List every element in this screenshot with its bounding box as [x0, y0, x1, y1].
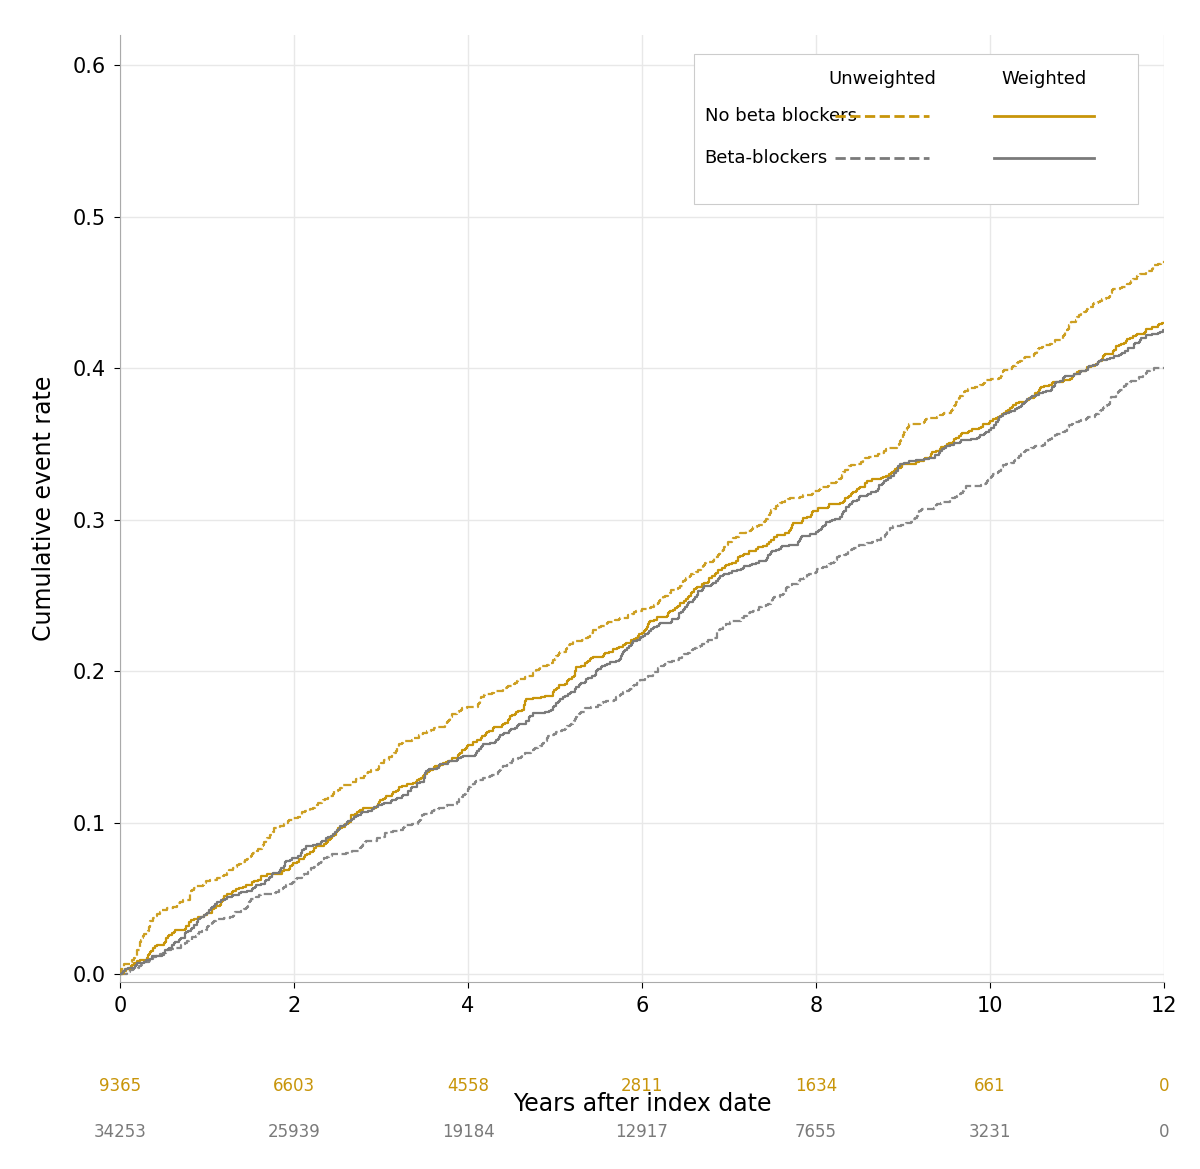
Text: 12917: 12917: [616, 1123, 668, 1141]
Text: 4558: 4558: [446, 1078, 490, 1095]
Text: 0: 0: [1159, 1123, 1169, 1141]
Text: 1634: 1634: [794, 1078, 838, 1095]
Text: 3231: 3231: [968, 1123, 1012, 1141]
Text: 19184: 19184: [442, 1123, 494, 1141]
Text: 2811: 2811: [620, 1078, 664, 1095]
FancyBboxPatch shape: [695, 54, 1138, 203]
Text: Beta-blockers: Beta-blockers: [704, 150, 828, 167]
Y-axis label: Cumulative event rate: Cumulative event rate: [32, 375, 56, 642]
Text: Unweighted: Unweighted: [828, 70, 936, 88]
Text: 7655: 7655: [796, 1123, 838, 1141]
Text: 25939: 25939: [268, 1123, 320, 1141]
Text: 6603: 6603: [272, 1078, 316, 1095]
Text: No beta blockers: No beta blockers: [704, 106, 857, 125]
Text: 34253: 34253: [94, 1123, 146, 1141]
Text: 9365: 9365: [98, 1078, 142, 1095]
Text: 661: 661: [974, 1078, 1006, 1095]
Text: 0: 0: [1159, 1078, 1169, 1095]
Text: Weighted: Weighted: [1001, 70, 1086, 88]
X-axis label: Years after index date: Years after index date: [512, 1092, 772, 1116]
